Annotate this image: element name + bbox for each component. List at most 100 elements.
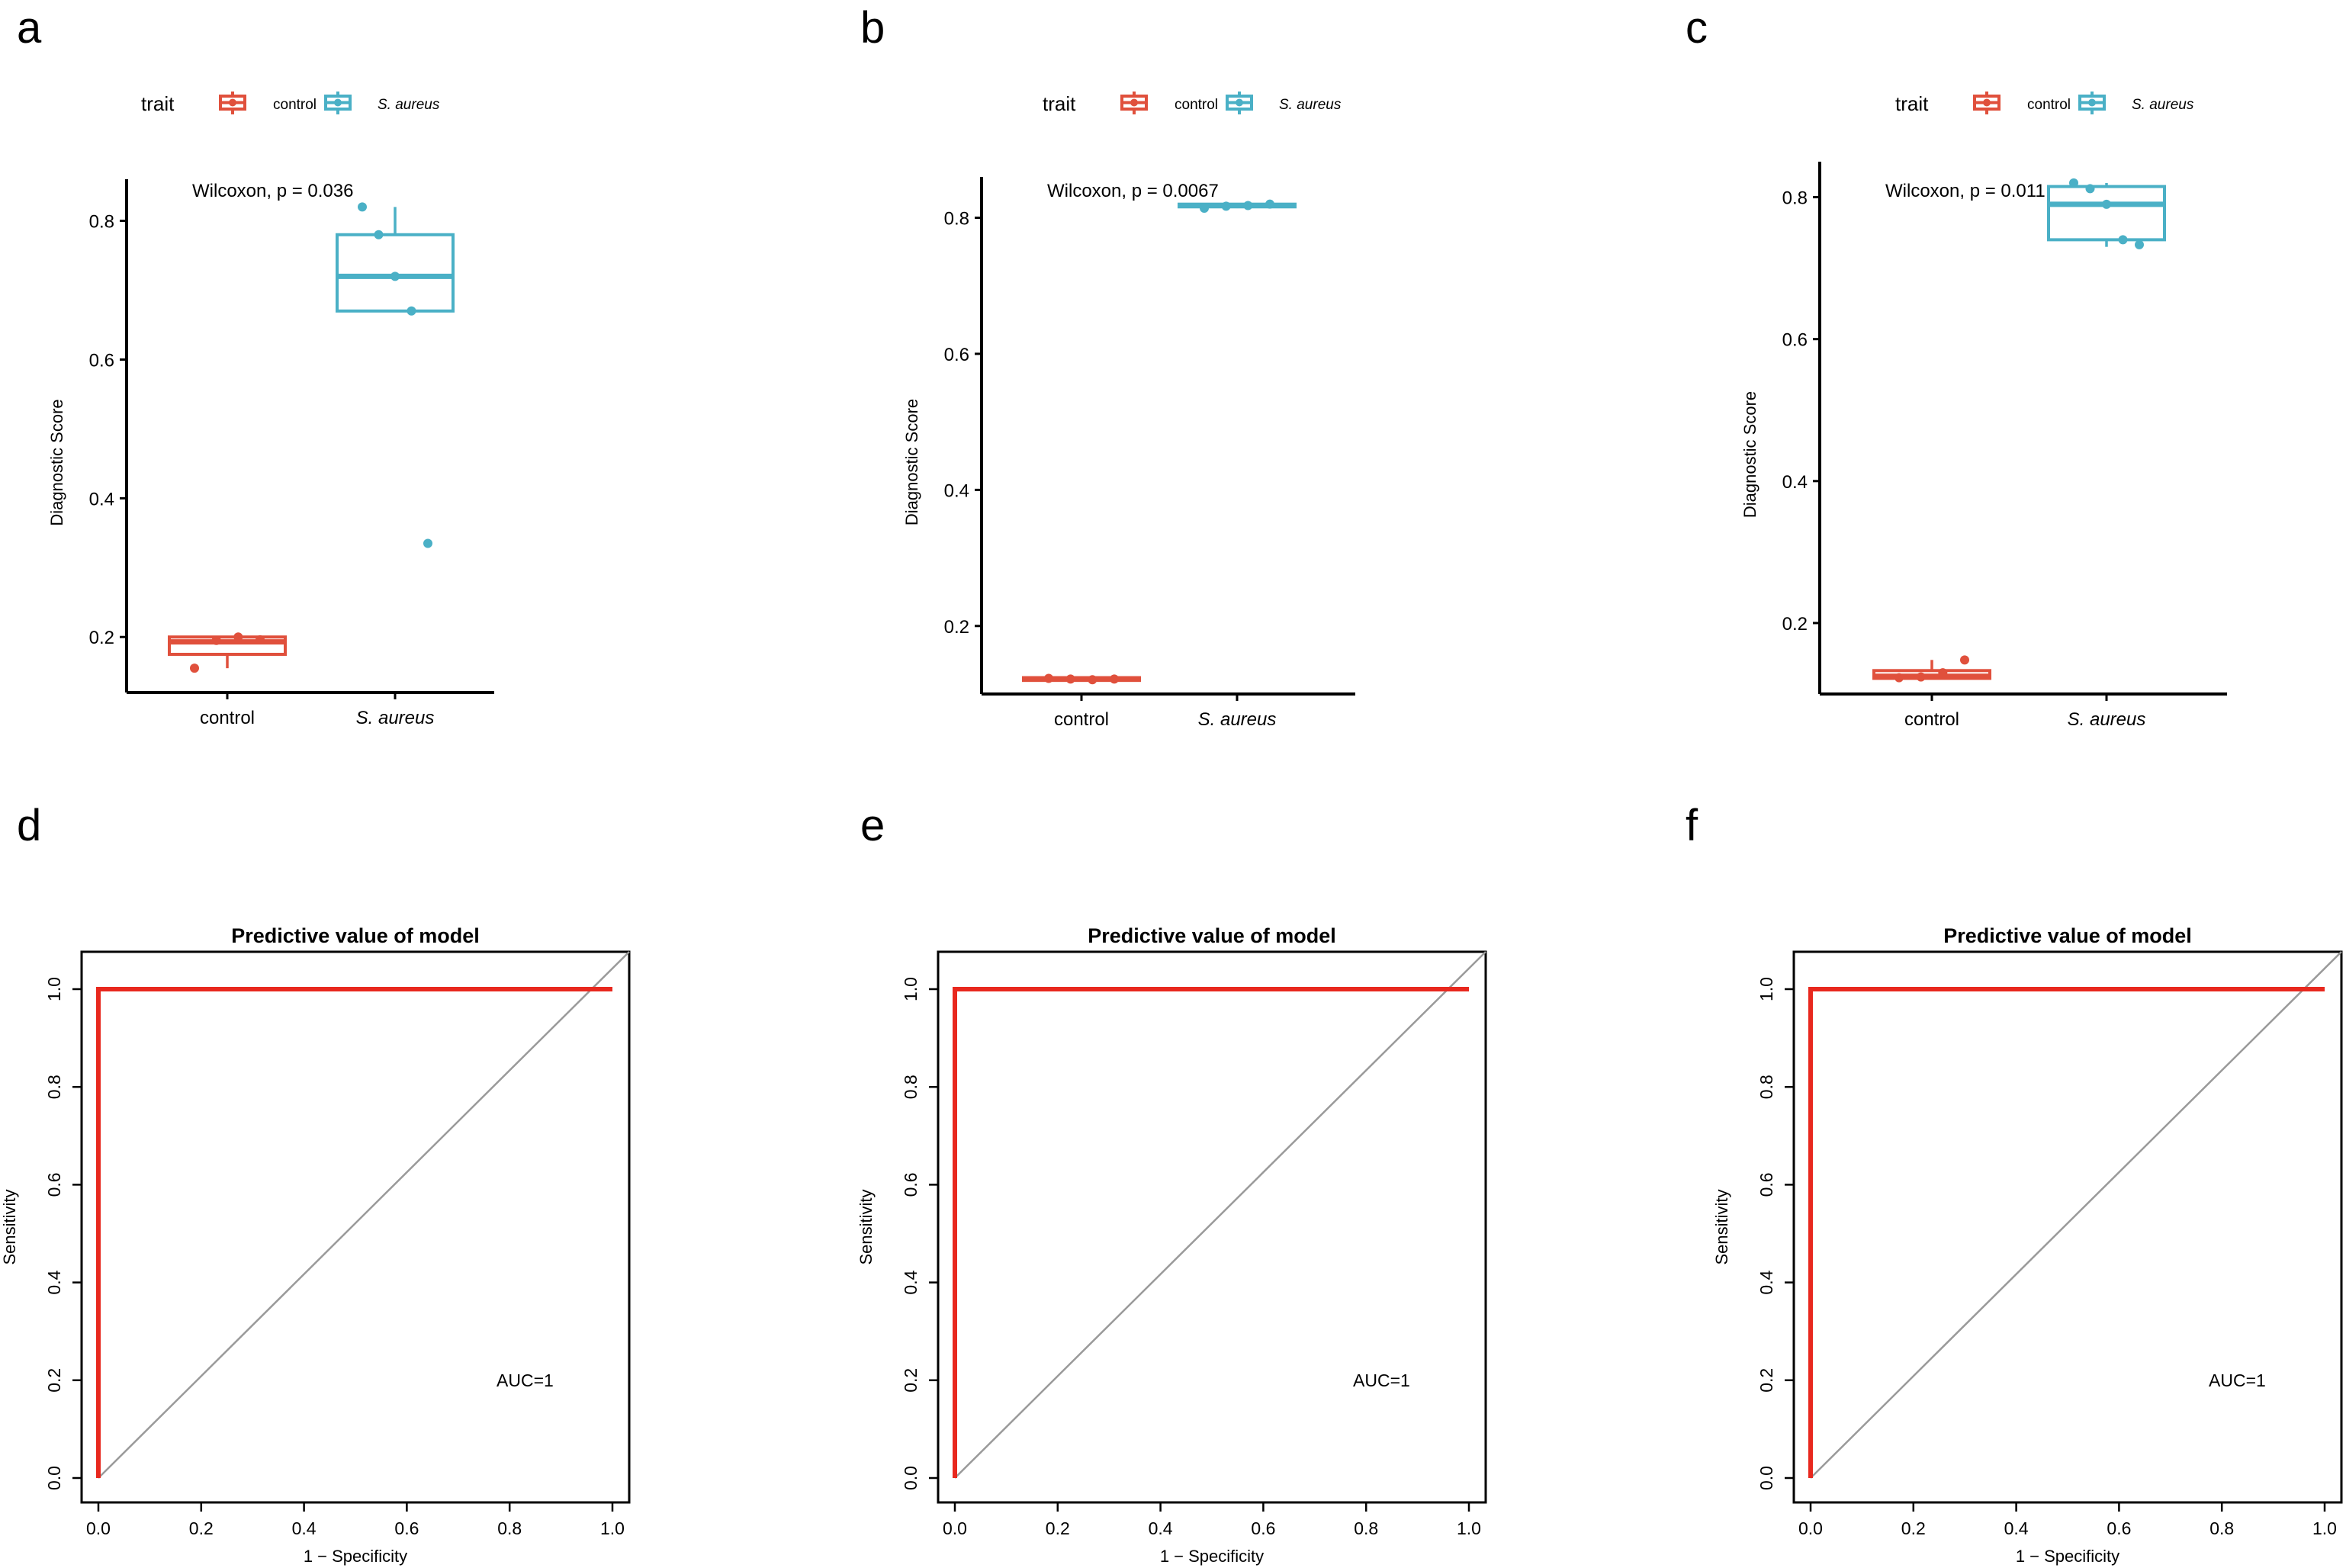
y-tick-label: 0.6 [944, 345, 969, 365]
y-tick-label: 0.8 [44, 1075, 64, 1099]
data-point [233, 632, 243, 642]
y-axis-title: Diagnostic Score [1740, 391, 1760, 518]
auc-label: AUC=1 [1353, 1370, 1410, 1390]
y-tick-label: 0.8 [944, 209, 969, 230]
panel-letter: a [17, 3, 42, 53]
legend-dot [2088, 98, 2096, 107]
data-point [2118, 235, 2128, 245]
boxplot-panel-c: c trait control S. aureus 0.2 0.4 0.6 0.8 contro… [1686, 3, 2227, 730]
data-point [358, 202, 367, 212]
x-tick-label: 0.8 [2209, 1518, 2234, 1538]
legend-title: trait [1043, 92, 1076, 115]
y-tick-label: 1.0 [1756, 977, 1776, 1001]
x-tick-label: 0.4 [292, 1518, 317, 1538]
x-axis-title: 1 − Specificity [304, 1547, 407, 1566]
plot-frame [937, 950, 1487, 1504]
data-point [1200, 204, 1209, 214]
boxplot-panel-b: b trait control S. aureus 0.2 0.4 0.6 0.8 contro… [860, 3, 1355, 730]
panel-letter: e [860, 801, 885, 850]
y-tick-label: 0.0 [1756, 1466, 1776, 1490]
x-tick-label: 0.4 [2004, 1518, 2029, 1538]
data-point [1938, 668, 1948, 678]
box-s-aureus [336, 202, 455, 548]
legend-label: control [1175, 97, 1218, 113]
roc-title: Predictive value of model [1943, 924, 2192, 947]
y-tick-label: 0.8 [1782, 188, 1808, 209]
legend-dot [1130, 98, 1138, 107]
x-tick-label: 0.6 [2107, 1518, 2131, 1538]
y-tick-label: 0.6 [901, 1172, 921, 1197]
y-tick-label: 0.4 [1756, 1270, 1776, 1294]
y-axis-title: Sensitivity [1712, 1189, 1731, 1264]
reference-diagonal [954, 951, 1486, 1479]
y-tick-label: 0.2 [89, 628, 114, 648]
x-tick-label: 0.0 [1798, 1518, 1823, 1538]
legend-label: control [273, 97, 317, 113]
x-tick-label: 0.2 [1046, 1518, 1070, 1538]
wilcoxon-label: Wilcoxon, p = 0.0067 [1047, 181, 1219, 201]
reference-diagonal [98, 951, 630, 1479]
data-point [1916, 672, 1926, 682]
x-tick-label: S. aureus [356, 708, 435, 728]
box-control [1022, 673, 1141, 685]
roc-panel-f: f Predictive value of model 0.0 0.0 0.2 0.2 0.… [1686, 801, 2343, 1566]
data-point [1088, 675, 1097, 685]
x-tick-label: 0.2 [1901, 1518, 1926, 1538]
data-point [190, 664, 199, 673]
data-point [2135, 239, 2144, 249]
roc-curve [953, 987, 1469, 1478]
y-tick-label: 0.2 [944, 617, 969, 638]
roc-title: Predictive value of model [231, 924, 480, 947]
legend-title: trait [1895, 92, 1929, 115]
legend: trait control S. aureus [1895, 92, 2194, 115]
y-tick-label: 1.0 [44, 977, 64, 1001]
data-point [1243, 201, 1253, 210]
y-tick-label: 0.8 [901, 1075, 921, 1099]
x-tick-label: 1.0 [600, 1518, 625, 1538]
data-point [211, 635, 221, 645]
data-point [255, 635, 265, 644]
data-point [390, 272, 400, 281]
plot-frame [80, 950, 631, 1504]
y-tick-label: 0.4 [1782, 472, 1808, 493]
roc-curve [1808, 987, 2325, 1478]
roc-panel-d: d Predictive value of model 0.0 0.0 0.2 0.2 0.… [0, 801, 631, 1566]
y-axis-title: Diagnostic Score [902, 399, 921, 525]
data-point [374, 230, 384, 239]
box-s-aureus [1178, 199, 1297, 214]
legend-dot [1983, 98, 1991, 107]
legend-label: S. aureus [2132, 97, 2194, 113]
box-s-aureus [2047, 178, 2166, 249]
y-tick-label: 0.6 [44, 1172, 64, 1197]
y-tick-label: 0.8 [1756, 1075, 1776, 1099]
legend-label: S. aureus [1279, 97, 1342, 113]
box-control [1872, 655, 1991, 683]
x-tick-label: control [1904, 709, 1959, 730]
y-tick-label: 0.8 [89, 212, 114, 233]
auc-label: AUC=1 [2209, 1370, 2266, 1390]
legend-title: trait [141, 92, 175, 115]
auc-label: AUC=1 [497, 1370, 554, 1390]
x-tick-label: 0.2 [189, 1518, 214, 1538]
panel-letter: d [17, 801, 41, 850]
box-control [168, 632, 287, 673]
x-axis-title: 1 − Specificity [2016, 1547, 2119, 1566]
panel-letter: f [1686, 801, 1698, 850]
x-tick-label: 1.0 [2312, 1518, 2337, 1538]
y-tick-label: 0.6 [1756, 1172, 1776, 1197]
data-point [1960, 655, 1969, 665]
legend: trait control S. aureus [141, 92, 440, 115]
data-point [1110, 674, 1119, 684]
legend-dot [334, 98, 342, 107]
y-axis-title: Sensitivity [856, 1189, 876, 1264]
x-tick-label: S. aureus [2068, 709, 2146, 730]
y-tick-label: 0.4 [901, 1270, 921, 1294]
legend-dot [229, 98, 236, 107]
y-tick-label: 1.0 [901, 977, 921, 1001]
y-tick-label: 0.0 [901, 1466, 921, 1490]
y-tick-label: 0.2 [901, 1368, 921, 1393]
legend-label: control [2027, 97, 2071, 113]
data-point [1894, 673, 1904, 683]
x-tick-label: 0.0 [86, 1518, 111, 1538]
legend-dot [1236, 98, 1243, 107]
